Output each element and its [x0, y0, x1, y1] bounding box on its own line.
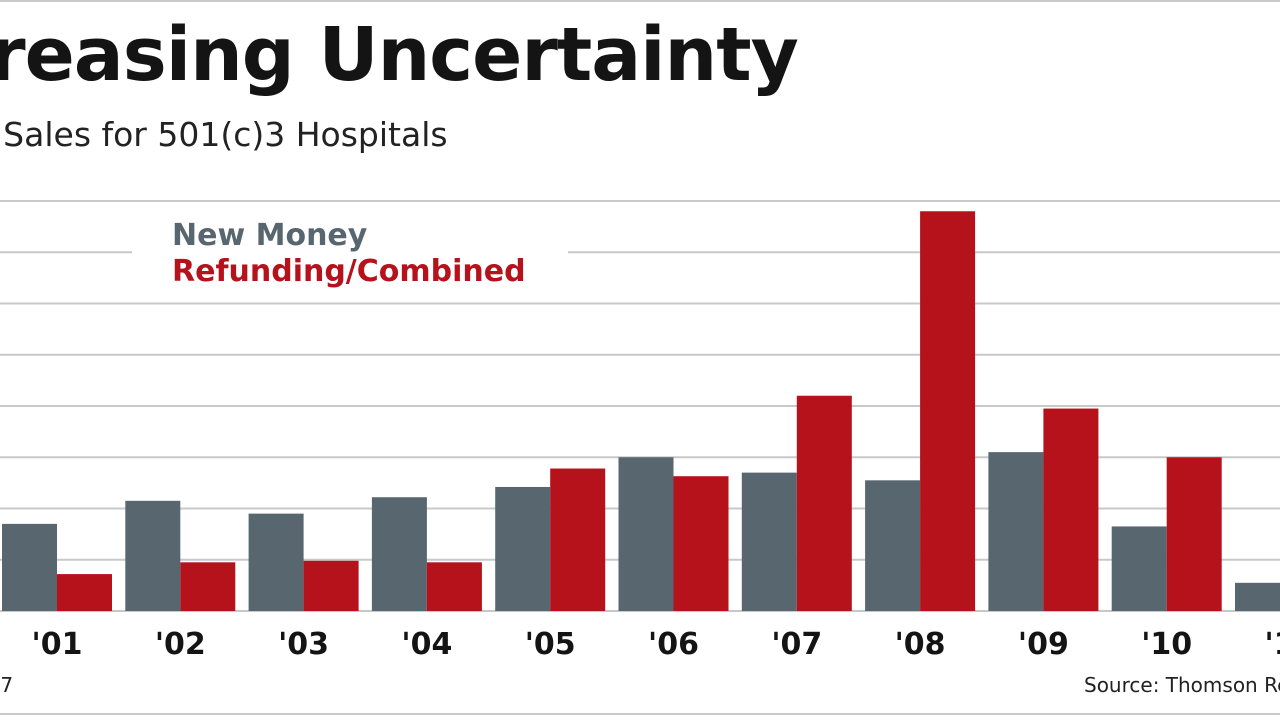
bottom-rule: [0, 713, 1280, 715]
bar-refunding: [920, 211, 976, 611]
bar-new-money: [248, 513, 304, 611]
bar-new-money: [371, 497, 427, 611]
bar-new-money: [618, 457, 674, 611]
bar-refunding: [303, 560, 359, 611]
bar-new-money: [988, 452, 1044, 611]
date-note: May 17: [0, 673, 14, 697]
legend-new-money: New Money: [172, 218, 368, 253]
bar-refunding: [426, 562, 482, 611]
bar-refunding: [550, 468, 606, 611]
x-tick-label: '01: [32, 627, 83, 662]
bar-new-money: [125, 500, 181, 611]
bar-new-money: [865, 480, 921, 611]
top-rule: [0, 0, 1280, 2]
x-tick-label: '04: [401, 627, 452, 662]
tick-labels: B'01'02'03'04'05'06'07'08'09'10'11: [0, 187, 1280, 662]
bar-refunding: [1043, 408, 1099, 611]
bar-refunding: [673, 476, 729, 611]
x-tick-label: '06: [648, 627, 699, 662]
bar-new-money: [495, 486, 551, 611]
bar-new-money: [1111, 526, 1167, 611]
bars: [2, 211, 1280, 611]
bar-refunding: [1166, 457, 1222, 611]
chart-title: Increasing Uncertainty: [0, 12, 799, 98]
legend-background: [132, 212, 568, 292]
x-tick-label: '07: [771, 627, 822, 662]
x-tick-label: '03: [278, 627, 329, 662]
x-tick-label: '10: [1141, 627, 1192, 662]
bar-refunding: [57, 574, 112, 611]
source-note: Source: Thomson Reuters: [1084, 673, 1280, 697]
x-tick-label: '02: [155, 627, 206, 662]
chart-subtitle: Bond Sales for 501(c)3 Hospitals: [0, 115, 448, 154]
bar-new-money: [1235, 582, 1280, 611]
x-tick-label: '11: [1265, 627, 1280, 662]
x-tick-label: '08: [895, 627, 946, 662]
bar-new-money: [741, 472, 797, 611]
legend-refunding: Refunding/Combined: [172, 254, 526, 289]
bar-refunding: [796, 395, 852, 611]
x-tick-label: '05: [525, 627, 576, 662]
x-tick-label: '09: [1018, 627, 1069, 662]
bar-new-money: [2, 523, 57, 611]
bar-refunding: [180, 562, 236, 611]
